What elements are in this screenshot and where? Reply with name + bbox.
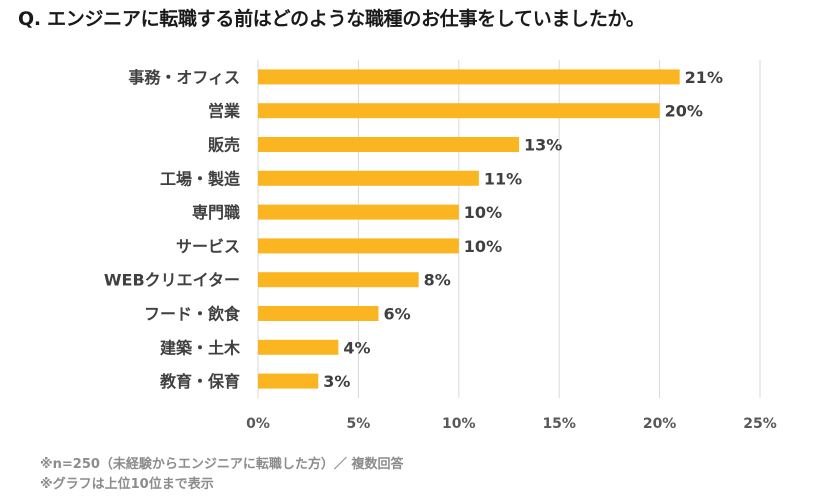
data-label: 10%	[464, 237, 502, 256]
bar	[258, 103, 660, 119]
data-label: 4%	[343, 338, 370, 357]
bar	[258, 238, 459, 254]
data-label: 8%	[424, 271, 451, 290]
data-label: 3%	[323, 372, 350, 391]
chart-notes: ※n=250（未経験からエンジニアに転職した方）／ 複数回答 ※グラフは上位10…	[40, 455, 403, 495]
data-label: 13%	[524, 136, 562, 155]
data-label: 21%	[685, 68, 723, 87]
category-label: 営業	[208, 102, 241, 121]
bar	[258, 204, 459, 220]
bar	[258, 170, 479, 186]
x-tick-label: 25%	[743, 416, 777, 432]
category-label: 建築・土木	[160, 338, 241, 357]
bar	[258, 272, 419, 288]
data-label: 20%	[665, 102, 703, 121]
x-tick-label: 10%	[442, 416, 476, 432]
category-label: 専門職	[192, 203, 240, 222]
chart-title: Q. エンジニアに転職する前はどのような職種のお仕事をしていましたか。	[18, 8, 645, 30]
bar	[258, 306, 379, 321]
x-tick-label: 20%	[643, 416, 677, 432]
category-label: 販売	[208, 136, 240, 155]
category-label: 教育・保育	[160, 372, 240, 391]
bar	[258, 137, 520, 152]
bar	[258, 373, 319, 389]
note-top-ten: ※グラフは上位10位まで表示	[40, 477, 214, 492]
x-tick-label: 15%	[542, 416, 576, 432]
bar-chart: 0% 5% 10% 15% 20% 25% 事務・オフィス 21% 営業 20% 販売 13% 工場・製…	[104, 60, 777, 432]
category-label: 工場・製造	[160, 169, 241, 188]
x-tick-label: 0%	[246, 416, 270, 432]
bar	[258, 339, 339, 355]
bar	[258, 69, 680, 85]
x-tick-label: 5%	[347, 416, 371, 432]
note-sample-size: ※n=250（未経験からエンジニアに転職した方）／ 複数回答	[40, 457, 404, 472]
category-label: サービス	[176, 237, 240, 256]
data-label: 6%	[383, 305, 410, 324]
category-label: フード・飲食	[144, 305, 241, 324]
category-label: 事務・オフィス	[128, 68, 240, 87]
data-label: 10%	[464, 203, 502, 222]
data-label: 11%	[484, 169, 522, 188]
category-label: WEBクリエイター	[104, 271, 240, 290]
